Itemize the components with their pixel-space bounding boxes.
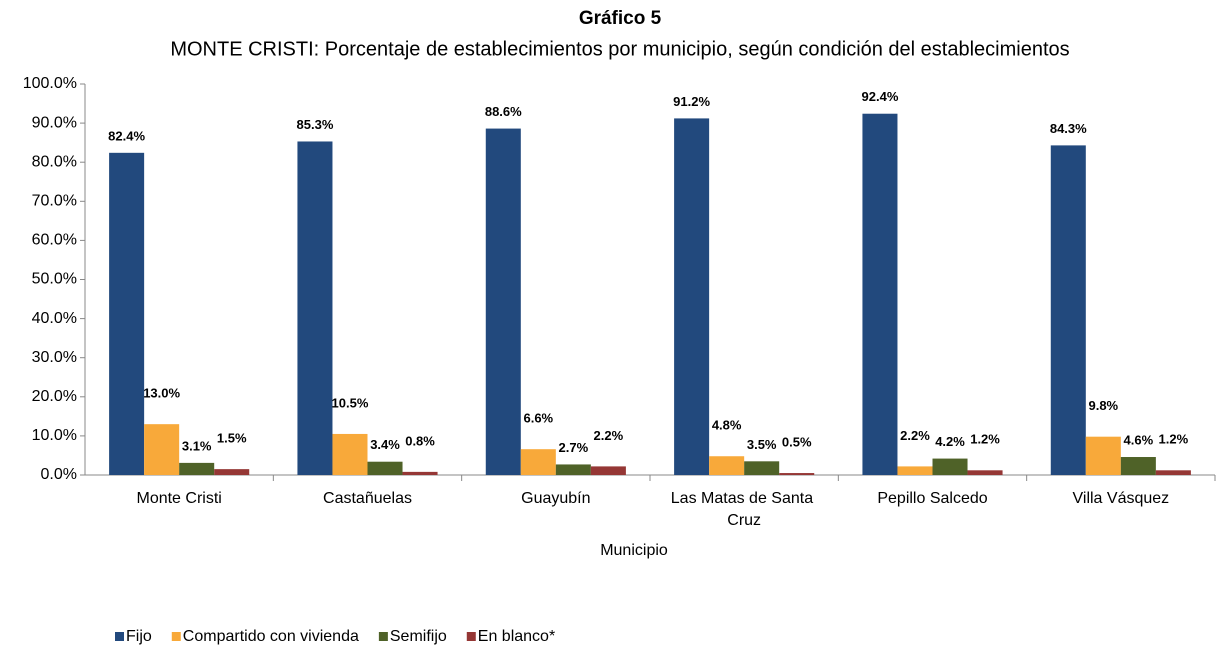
x-tick-label: Guayubín xyxy=(521,490,590,507)
y-tick-label: 80.0% xyxy=(32,153,77,170)
value-label: 2.7% xyxy=(559,440,589,455)
x-tick-label: Castañuelas xyxy=(323,490,412,507)
value-label: 9.8% xyxy=(1088,398,1118,413)
legend-swatch xyxy=(115,632,124,641)
bar xyxy=(485,128,521,475)
x-tick-label: Pepillo Salcedo xyxy=(877,490,987,507)
y-tick-label: 20.0% xyxy=(32,388,77,405)
bar xyxy=(109,152,145,476)
x-tick-label: Las Matas de Santa Cruz xyxy=(671,490,818,529)
legend-label: Fijo xyxy=(126,628,152,645)
legend-label: En blanco* xyxy=(478,628,555,645)
value-label: 1.5% xyxy=(217,431,247,446)
bar xyxy=(214,469,250,475)
value-label: 0.5% xyxy=(782,434,812,449)
value-label: 6.6% xyxy=(523,411,553,426)
value-label: 91.2% xyxy=(673,94,710,109)
bar xyxy=(897,466,933,475)
x-tick-label: Monte Cristi xyxy=(136,490,221,507)
value-label: 13.0% xyxy=(143,386,180,401)
chart-subtitle: MONTE CRISTI: Porcentaje de establecimie… xyxy=(170,38,1069,60)
value-label: 84.3% xyxy=(1050,121,1087,136)
bar xyxy=(932,458,968,475)
y-tick-label: 10.0% xyxy=(32,427,77,444)
value-label: 4.6% xyxy=(1124,432,1154,447)
value-label: 85.3% xyxy=(297,117,334,132)
bar xyxy=(144,424,180,475)
bar xyxy=(1155,470,1191,475)
value-label: 88.6% xyxy=(485,104,522,119)
y-tick-label: 100.0% xyxy=(23,75,77,92)
legend-label: Compartido con vivienda xyxy=(183,628,359,645)
bar xyxy=(1085,436,1121,475)
legend-label: Semifijo xyxy=(390,628,447,645)
value-label: 3.4% xyxy=(370,437,400,452)
legend-swatch xyxy=(466,632,476,641)
bar xyxy=(779,473,815,475)
bar xyxy=(555,464,591,475)
value-label: 10.5% xyxy=(332,395,369,410)
value-label: 0.8% xyxy=(405,433,435,448)
value-label: 1.2% xyxy=(970,432,1000,447)
bar xyxy=(367,461,403,475)
x-tick-label: Villa Vásquez xyxy=(1073,490,1170,507)
value-label: 82.4% xyxy=(108,128,145,143)
bar xyxy=(332,433,368,475)
bar xyxy=(520,449,556,475)
value-label: 4.2% xyxy=(935,434,965,449)
bar xyxy=(297,141,333,476)
y-tick-label: 0.0% xyxy=(41,466,77,483)
bar xyxy=(862,113,898,475)
bar xyxy=(744,461,780,475)
value-label: 4.8% xyxy=(712,418,742,433)
bar xyxy=(674,118,710,476)
y-tick-label: 70.0% xyxy=(32,193,77,210)
legend-swatch xyxy=(378,632,388,641)
y-tick-label: 30.0% xyxy=(32,349,77,366)
bar xyxy=(402,471,438,475)
value-label: 3.1% xyxy=(182,438,212,453)
chart-title: Gráfico 5 xyxy=(579,8,662,29)
x-axis-label: Municipio xyxy=(600,542,668,559)
bar xyxy=(967,470,1003,475)
value-label: 3.5% xyxy=(747,437,777,452)
value-label: 92.4% xyxy=(862,89,899,104)
value-label: 2.2% xyxy=(900,428,930,443)
y-tick-label: 40.0% xyxy=(32,310,77,327)
y-tick-label: 90.0% xyxy=(32,114,77,131)
y-tick-label: 50.0% xyxy=(32,271,77,288)
bar xyxy=(1050,145,1086,475)
bar xyxy=(590,466,626,475)
bar xyxy=(179,462,215,475)
value-label: 2.2% xyxy=(594,428,624,443)
bar xyxy=(709,456,745,475)
value-label: 1.2% xyxy=(1159,432,1189,447)
legend-swatch xyxy=(171,632,181,641)
y-tick-label: 60.0% xyxy=(32,232,77,249)
bar xyxy=(1120,457,1156,475)
